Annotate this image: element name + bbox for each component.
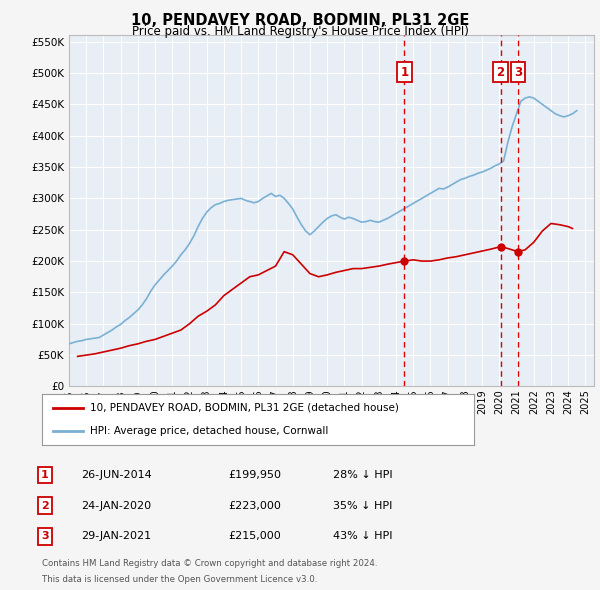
Text: 29-JAN-2021: 29-JAN-2021 — [81, 532, 151, 541]
Text: 10, PENDAVEY ROAD, BODMIN, PL31 2GE: 10, PENDAVEY ROAD, BODMIN, PL31 2GE — [131, 13, 469, 28]
Text: 35% ↓ HPI: 35% ↓ HPI — [333, 501, 392, 510]
Text: 28% ↓ HPI: 28% ↓ HPI — [333, 470, 392, 480]
Text: 1: 1 — [400, 65, 409, 78]
Text: 43% ↓ HPI: 43% ↓ HPI — [333, 532, 392, 541]
Text: 1: 1 — [41, 470, 49, 480]
Text: 3: 3 — [41, 532, 49, 541]
Text: £215,000: £215,000 — [228, 532, 281, 541]
Text: This data is licensed under the Open Government Licence v3.0.: This data is licensed under the Open Gov… — [42, 575, 317, 584]
Text: HPI: Average price, detached house, Cornwall: HPI: Average price, detached house, Corn… — [89, 427, 328, 437]
Text: 3: 3 — [514, 65, 522, 78]
Text: 10, PENDAVEY ROAD, BODMIN, PL31 2GE (detached house): 10, PENDAVEY ROAD, BODMIN, PL31 2GE (det… — [89, 402, 398, 412]
Text: Contains HM Land Registry data © Crown copyright and database right 2024.: Contains HM Land Registry data © Crown c… — [42, 559, 377, 568]
Text: £199,950: £199,950 — [228, 470, 281, 480]
Text: 24-JAN-2020: 24-JAN-2020 — [81, 501, 151, 510]
Text: 2: 2 — [41, 501, 49, 510]
Text: £223,000: £223,000 — [228, 501, 281, 510]
Text: 2: 2 — [496, 65, 505, 78]
Text: 26-JUN-2014: 26-JUN-2014 — [81, 470, 152, 480]
Text: Price paid vs. HM Land Registry's House Price Index (HPI): Price paid vs. HM Land Registry's House … — [131, 25, 469, 38]
